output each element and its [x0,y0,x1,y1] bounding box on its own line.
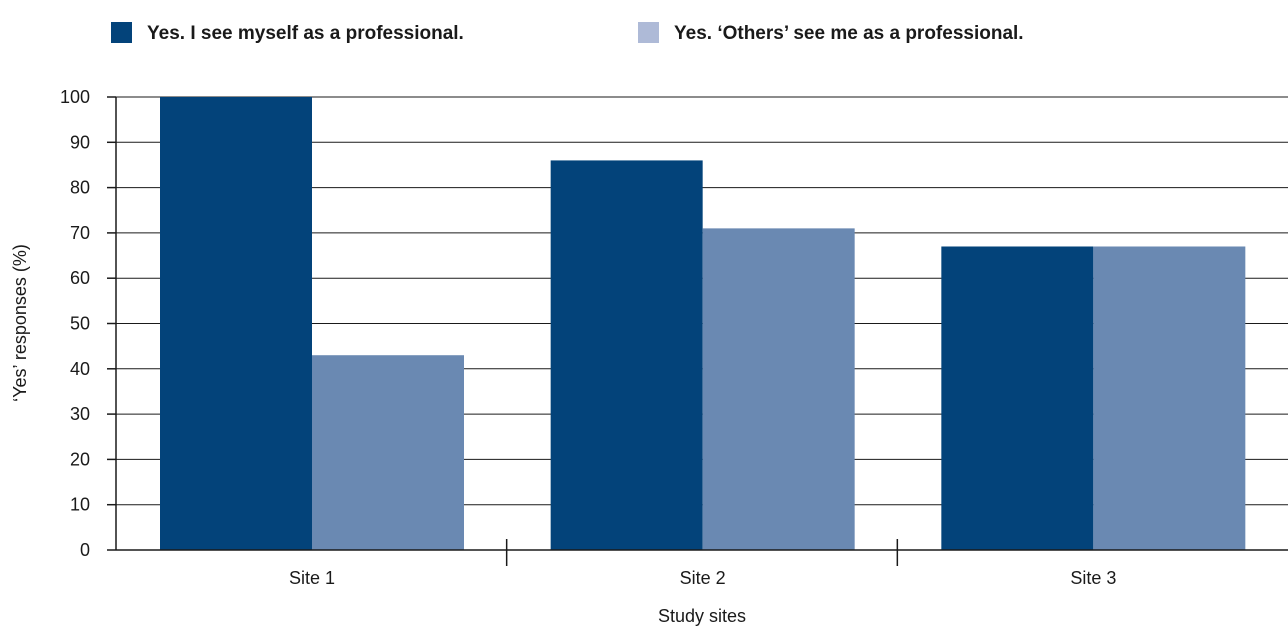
axes [115,97,1288,566]
x-tick-label: Site 2 [680,568,726,588]
bar-site-3-series-2 [1093,246,1246,551]
legend-label-1: Yes. I see myself as a professional. [147,23,464,44]
y-tick-label: 40 [70,359,90,379]
y-tick-label: 20 [70,449,90,469]
bar-site-1-series-2 [312,355,464,550]
x-axis-title: Study sites [658,606,746,626]
y-tick-labels: 0 10 20 30 40 50 60 70 80 90 100 [60,87,90,560]
legend-label-2: Yes. ‘Others’ see me as a professional. [674,23,1024,44]
y-tick-label: 70 [70,223,90,243]
x-tick-label: Site 1 [289,568,335,588]
y-tick-label: 0 [80,540,90,560]
bar-site-2-series-1 [550,160,703,551]
y-tick-label: 50 [70,314,90,334]
x-tick-label: Site 3 [1070,568,1116,588]
y-tick-label: 100 [60,87,90,107]
y-tick-label: 30 [70,404,90,424]
y-axis-title: ‘Yes’ responses (%) [10,244,30,402]
y-tick-label: 10 [70,495,90,515]
legend-swatch-1 [111,22,132,43]
legend-swatch-2 [638,22,659,43]
y-tick-label: 90 [70,132,90,152]
y-tick-label: 80 [70,178,90,198]
bars [160,97,1246,551]
bar-site-2-series-2 [702,228,855,550]
bar-site-3-series-1 [941,246,1094,551]
y-tick-label: 60 [70,268,90,288]
x-tick-labels: Site 1 Site 2 Site 3 [289,568,1116,588]
legend: Yes. I see myself as a professional. Yes.… [111,22,1024,44]
bar-site-1-series-1 [160,97,312,550]
